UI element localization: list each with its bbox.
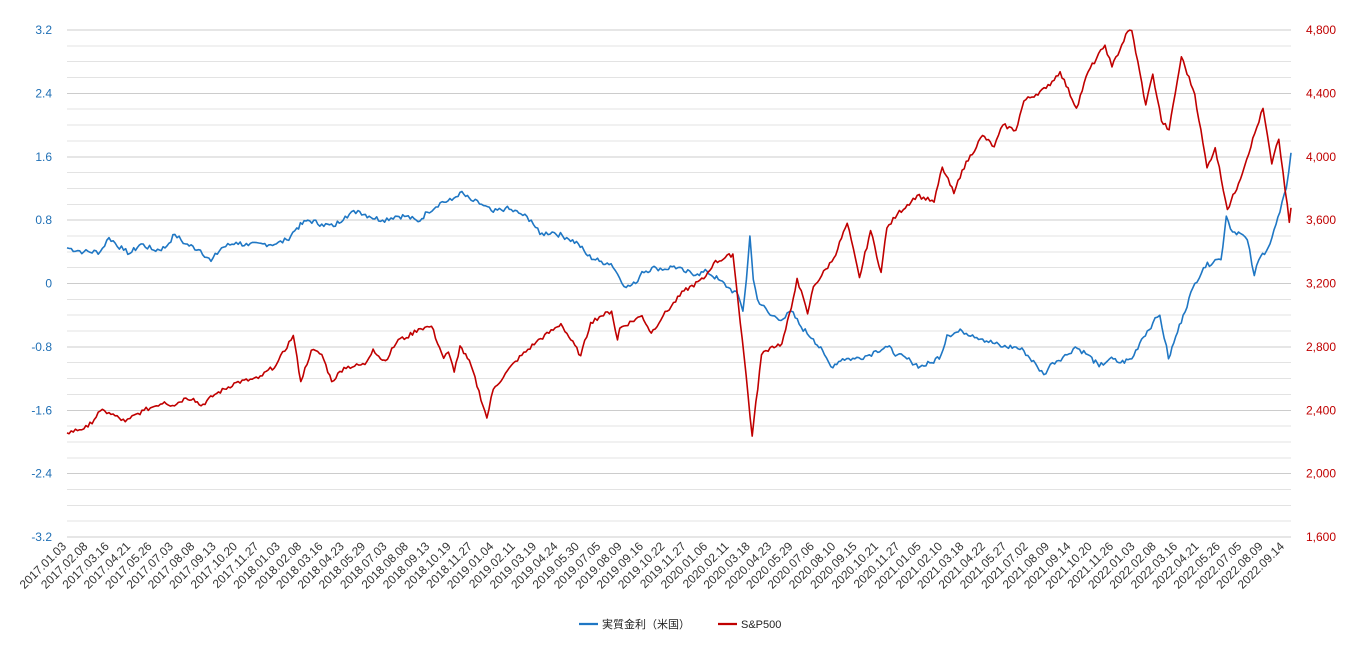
right-axis-tick-label: 2,400	[1306, 403, 1336, 417]
right-axis-tick-label: 2,800	[1306, 340, 1336, 354]
right-axis-tick-label: 4,800	[1306, 23, 1336, 37]
left-axis-tick-label: 1.6	[35, 150, 52, 164]
x-axis: 2017.01.032017.02.082017.03.162017.04.21…	[17, 539, 1288, 592]
right-axis-tick-label: 4,400	[1306, 86, 1336, 100]
left-axis-tick-label: -2.4	[31, 467, 52, 481]
legend-label-sp500: S&P500	[741, 619, 781, 631]
left-axis-tick-label: 2.4	[35, 86, 52, 100]
right-y-axis: 4,800 4,400 4,000 3,600 3,200 2,800 2,400 2,000…	[1306, 23, 1336, 544]
series-line-real-rate	[66, 152, 1292, 376]
left-axis-tick-label: 3.2	[35, 23, 52, 37]
legend: 実質金利（米国） S&P500	[579, 617, 781, 631]
right-axis-tick-label: 2,000	[1306, 467, 1336, 481]
left-axis-tick-label: 0.8	[35, 213, 52, 227]
series-lines	[66, 29, 1292, 437]
right-axis-tick-label: 3,200	[1306, 277, 1336, 291]
series-line-sp500	[66, 29, 1292, 437]
left-axis-tick-label: 0	[45, 277, 52, 291]
right-axis-tick-label: 3,600	[1306, 213, 1336, 227]
right-axis-tick-label: 1,600	[1306, 530, 1336, 544]
grid-lines	[67, 29, 1291, 538]
legend-label-real-rate: 実質金利（米国）	[602, 617, 690, 631]
right-axis-tick-label: 4,000	[1306, 150, 1336, 164]
left-axis-tick-label: -1.6	[31, 403, 52, 417]
left-axis-tick-label: -3.2	[31, 530, 52, 544]
left-axis-tick-label: -0.8	[31, 340, 52, 354]
left-y-axis: 3.2 2.4 1.6 0.8 0 -0.8 -1.6 -2.4 -3.2	[31, 23, 52, 544]
